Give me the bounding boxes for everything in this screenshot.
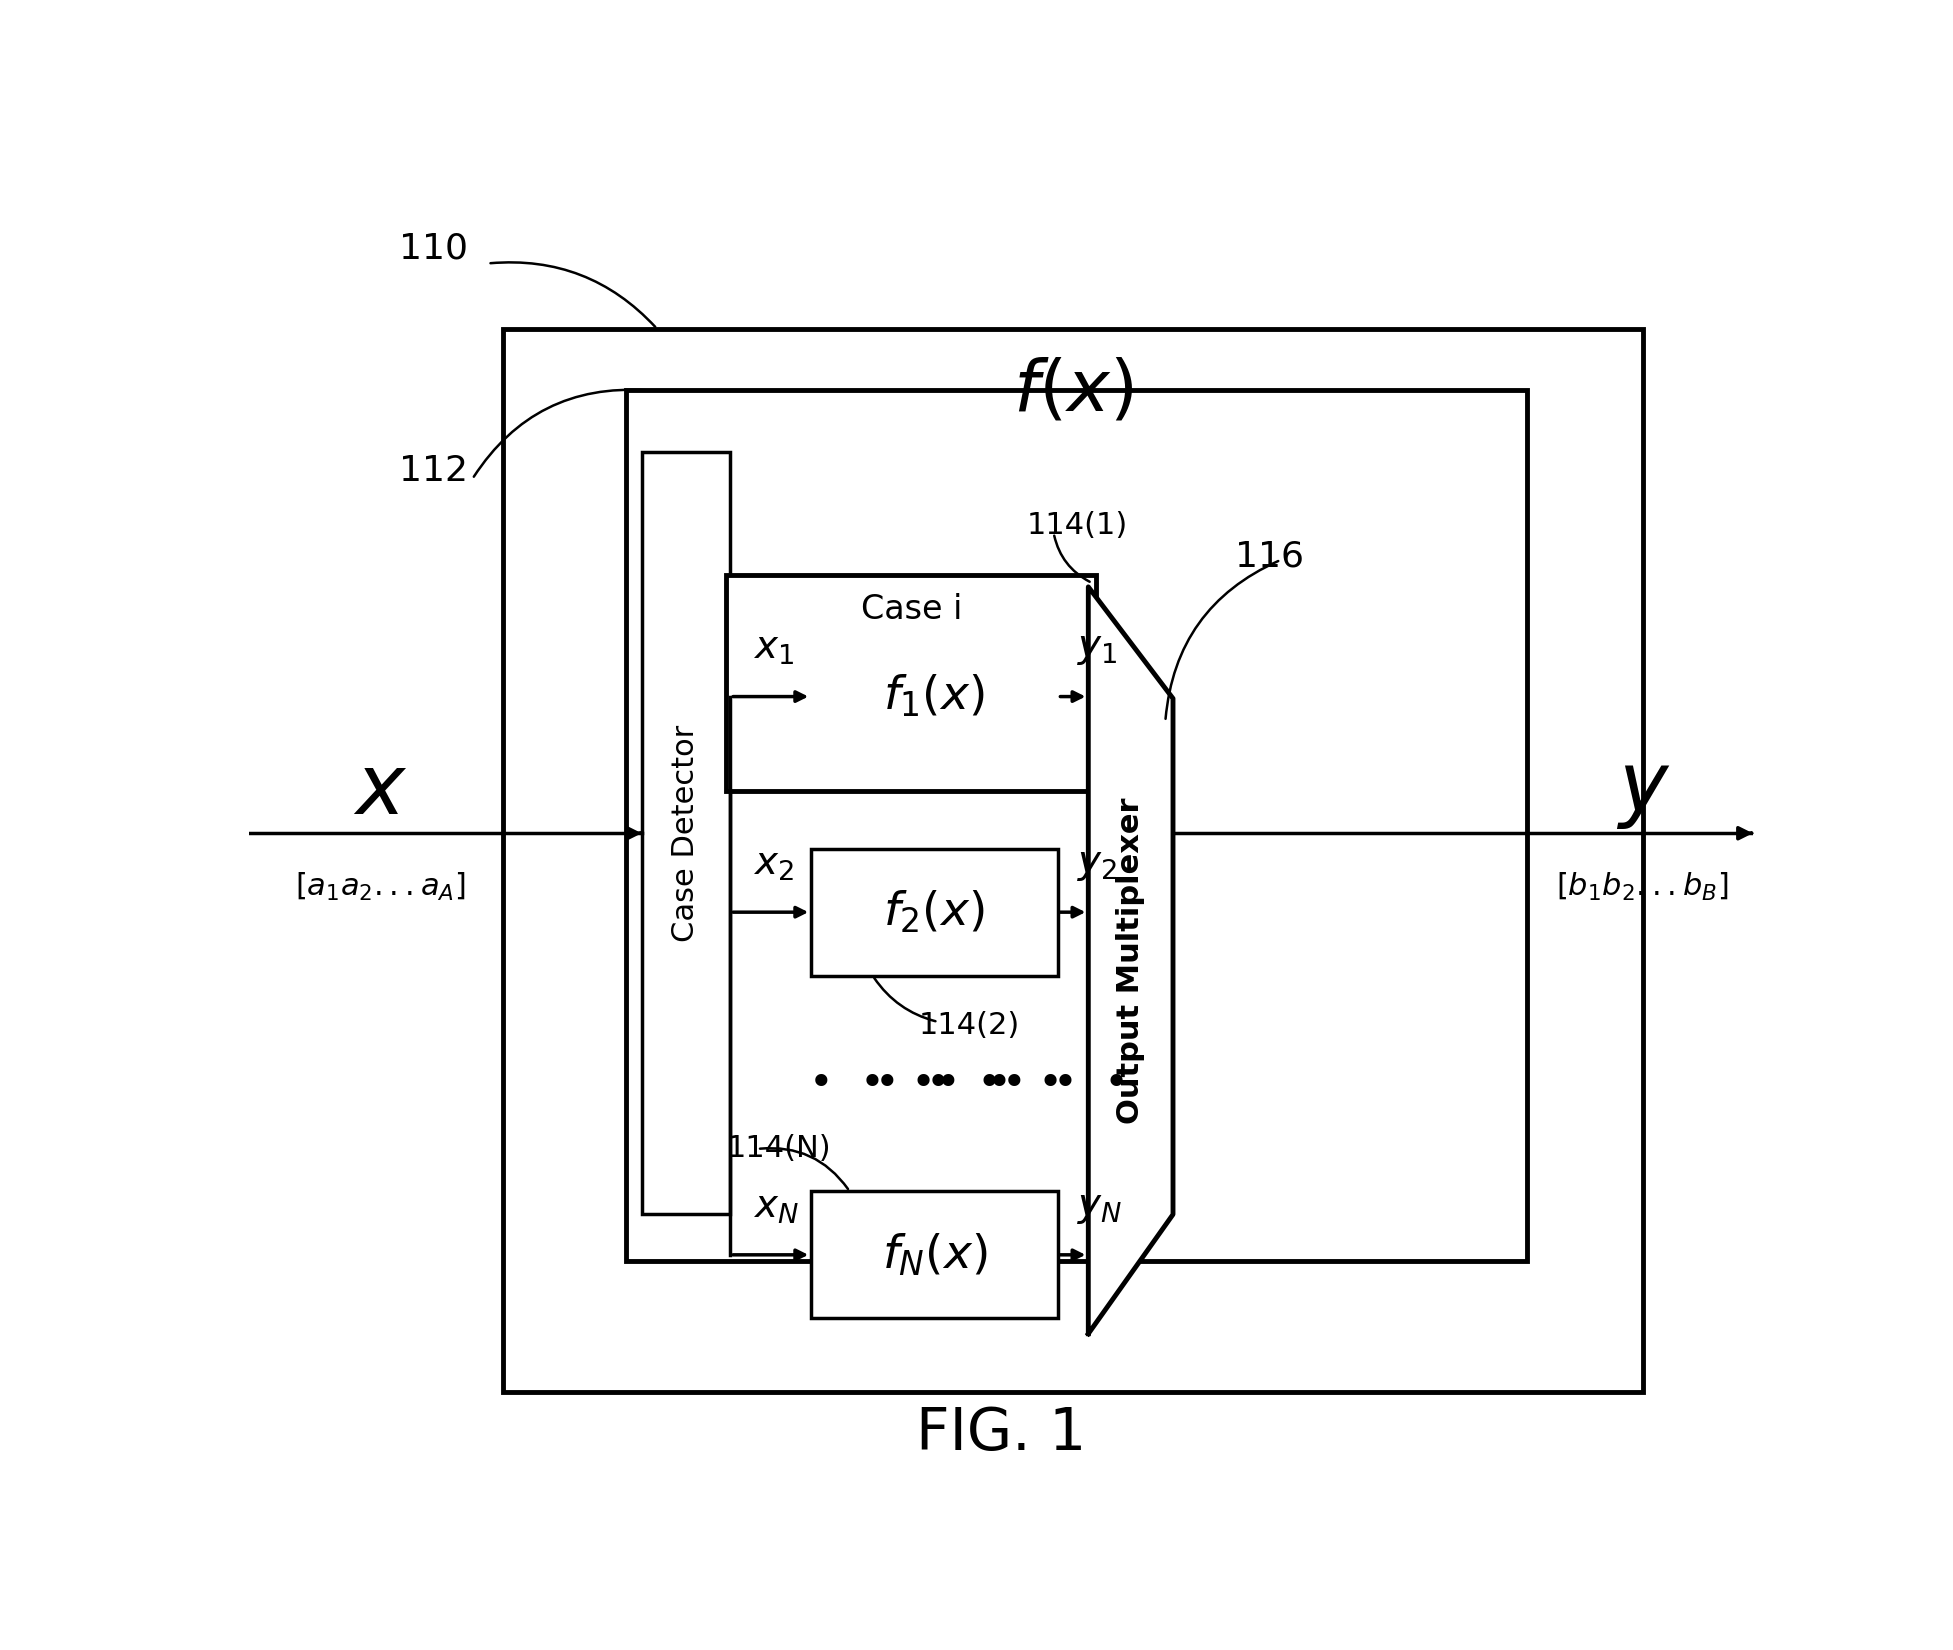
- Bar: [643, 452, 730, 1214]
- Polygon shape: [1088, 587, 1174, 1333]
- Text: $y_2$: $y_2$: [1076, 846, 1117, 883]
- Text: $x_1$: $x_1$: [754, 630, 795, 667]
- Text: Output Multiplexer: Output Multiplexer: [1117, 797, 1144, 1124]
- Text: 116: 116: [1234, 540, 1303, 573]
- Bar: [810, 848, 1057, 975]
- Text: $y_N$: $y_N$: [1076, 1188, 1123, 1226]
- Text: $[b_1b_2...b_B]$: $[b_1b_2...b_B]$: [1557, 871, 1728, 903]
- Text: 112: 112: [398, 454, 469, 488]
- Text: FIG. 1: FIG. 1: [916, 1406, 1086, 1462]
- Bar: [504, 328, 1642, 1391]
- Text: 114(2): 114(2): [920, 1011, 1019, 1040]
- Text: $[a_1a_2...a_A]$: $[a_1a_2...a_A]$: [295, 871, 465, 903]
- Text: •  •  •: • • •: [1002, 1063, 1129, 1104]
- Text: $y_1$: $y_1$: [1076, 630, 1117, 667]
- Text: $f_2(x)$: $f_2(x)$: [883, 889, 984, 936]
- Bar: [727, 576, 1096, 790]
- Text: $f_1(x)$: $f_1(x)$: [883, 673, 984, 719]
- Text: 114(1): 114(1): [1027, 512, 1129, 540]
- Text: $x_2$: $x_2$: [754, 846, 795, 883]
- Text: •  •  •: • • •: [875, 1063, 1002, 1104]
- Text: $f_N(x)$: $f_N(x)$: [881, 1231, 986, 1279]
- Text: $x$: $x$: [353, 751, 406, 832]
- Text: $f(x)$: $f(x)$: [1014, 355, 1133, 426]
- Text: Case Detector: Case Detector: [672, 724, 701, 942]
- Text: $x_N$: $x_N$: [754, 1188, 799, 1226]
- Bar: [810, 634, 1057, 761]
- Text: •  •  •: • • •: [809, 1063, 935, 1104]
- Text: $y$: $y$: [1615, 751, 1670, 832]
- Bar: [627, 391, 1527, 1261]
- Text: •  •  •: • • •: [935, 1063, 1062, 1104]
- Bar: [810, 1191, 1057, 1318]
- Text: 110: 110: [398, 231, 469, 266]
- Text: Case i: Case i: [861, 594, 963, 627]
- Text: 114(N): 114(N): [727, 1135, 832, 1163]
